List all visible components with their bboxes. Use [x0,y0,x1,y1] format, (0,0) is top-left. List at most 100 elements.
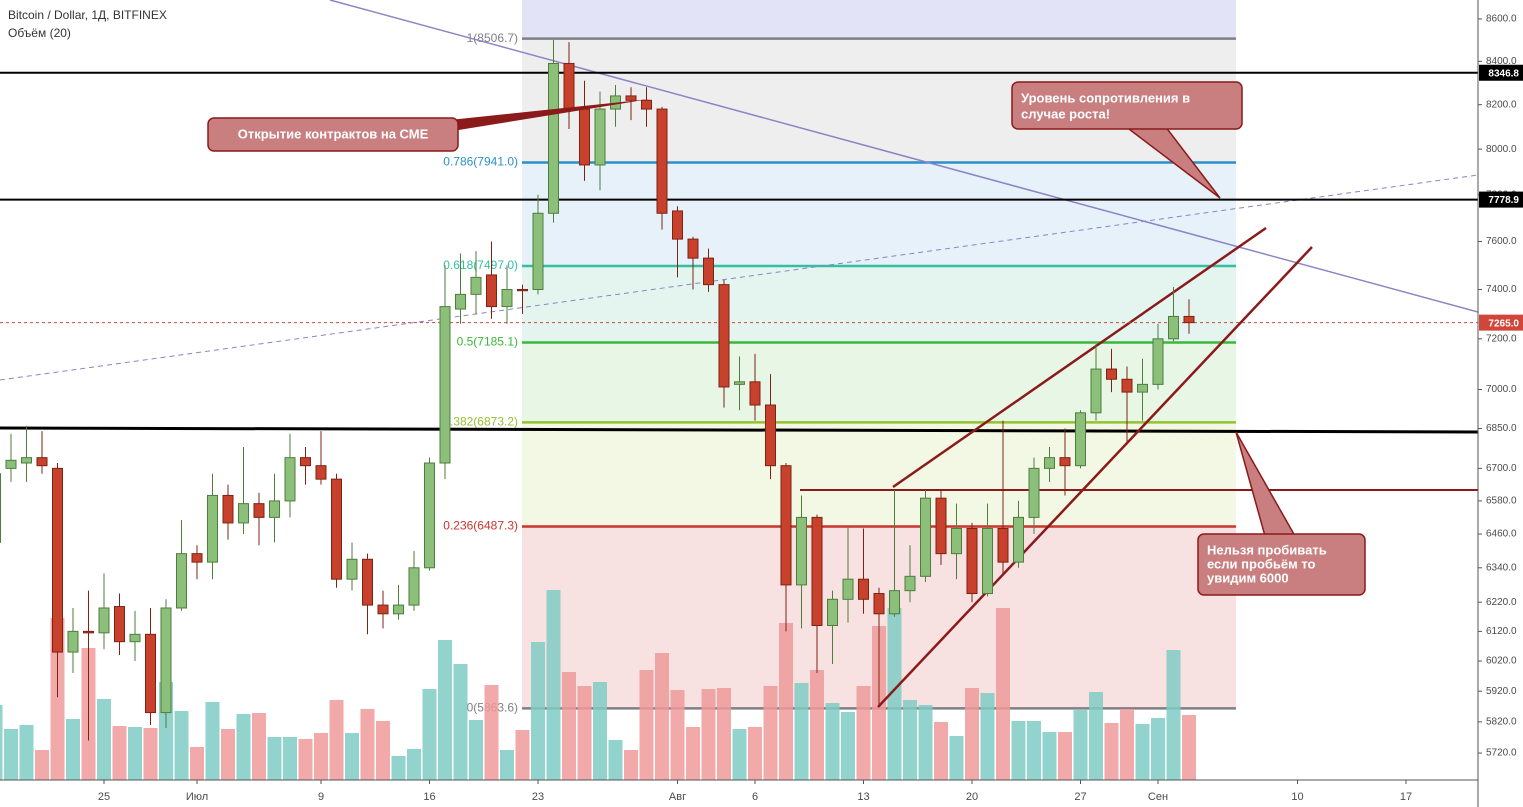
volume-bar [949,736,964,780]
volume-bar [174,711,189,780]
volume-bar [422,689,437,780]
price-tag [1479,191,1523,208]
fib-label: 0.618(7497.0) [443,258,518,272]
candle-body [98,607,110,634]
volume-bar [1120,709,1134,780]
volume-bar [500,750,514,780]
x-tick-label: 27 [1074,791,1086,803]
candle-body [625,95,637,101]
candle-body [532,212,544,290]
volume-bar [1042,732,1057,780]
candle-body [951,527,962,555]
volume-bar [391,756,406,780]
candle-body [129,633,141,643]
fib-label: 0.236(6487.3) [443,519,518,533]
candle-body [594,108,606,166]
price-tag-label: 8346.8 [1488,68,1519,79]
volume-bar [453,664,468,780]
volume-bar [143,728,158,780]
volume-bar [655,653,669,780]
trend-line-dashed [0,174,1478,381]
volume-bar [35,750,49,780]
annotation-text: случае роста! [1021,106,1110,121]
x-tick-label: 13 [857,791,869,803]
y-tick-label: 6850.0 [1486,423,1517,434]
x-tick-label: Авг [669,791,686,803]
candle-body [1090,368,1102,414]
candle-body [997,527,1009,563]
candle-body [765,404,776,467]
volume-bar [732,729,747,780]
volume-bar [66,719,80,780]
volume-bar [1089,692,1103,780]
fib-zones: 1(8506.7) 0.786(7941.0) 0.618(7497.0) 0.5(7… [443,0,1236,715]
volume-bar [112,726,127,780]
volume-bar [345,733,359,780]
y-tick-label: 7600.0 [1486,236,1517,247]
y-tick-label: 6460.0 [1486,529,1517,540]
candle-body [749,381,761,406]
volume-bar [996,608,1010,780]
y-tick-label: 5720.0 [1486,748,1517,759]
volume-bar [1166,650,1181,780]
candle-body [0,473,1,543]
candle-body [408,567,420,606]
candle-body [377,604,389,615]
candle-body [842,578,854,600]
candle-body [579,108,590,166]
annotation-text: Открытие контрактов на СМЕ [238,126,429,141]
candle-body [1106,368,1117,380]
candle-body [920,497,931,577]
volume-bar [407,749,421,780]
volume-bar [236,714,251,780]
volume-bar [1135,724,1150,780]
volume-bar [19,725,34,780]
drawings [0,0,1478,708]
fib-zone [522,342,1236,423]
x-tick-label: 17 [1400,791,1412,803]
candle-body [346,558,358,580]
candle-body [889,590,900,615]
volume-bar [252,713,266,780]
candle-body [563,62,575,110]
volume-bar [1151,718,1165,780]
candle-body [362,558,373,606]
candle-body [439,306,451,464]
volume-bar [934,722,948,780]
price-axis-bg [1478,0,1523,807]
volume-bar [221,729,235,780]
candle-body [5,459,17,469]
y-tick-label: 8400.0 [1486,56,1517,67]
annotation-pointer [1235,431,1297,537]
y-tick-label: 5820.0 [1486,716,1517,727]
fib-label: 0.786(7941.0) [443,155,518,169]
candle-body [36,457,48,467]
x-tick-label: Июл [186,791,208,803]
fib-zone [522,0,1236,39]
y-tick-label: 7000.0 [1486,384,1517,395]
volume-bar [965,688,979,780]
candle-body [331,478,342,580]
candle-body [424,462,435,569]
candle-body [873,593,885,615]
volume-bar [314,733,328,780]
annotation-box [207,117,459,152]
price-tag-label: 7265.0 [1488,318,1519,329]
candle-body [1044,457,1055,469]
annotation-text: Уровень сопротивления в [1021,90,1190,105]
volume-bar [298,739,313,780]
candle-body [672,210,683,240]
candle-body [52,467,63,653]
candle-body [966,527,978,595]
candle-body [114,606,125,643]
candle-body [145,633,156,714]
candle-body [703,257,714,286]
volume-bar [779,623,793,780]
y-tick-label: 5920.0 [1486,686,1517,697]
volume-bar [1073,710,1088,780]
x-tick-label: 23 [532,791,544,803]
volume-bar [841,712,855,780]
candle-body [238,503,249,524]
candle-body [1059,457,1071,467]
